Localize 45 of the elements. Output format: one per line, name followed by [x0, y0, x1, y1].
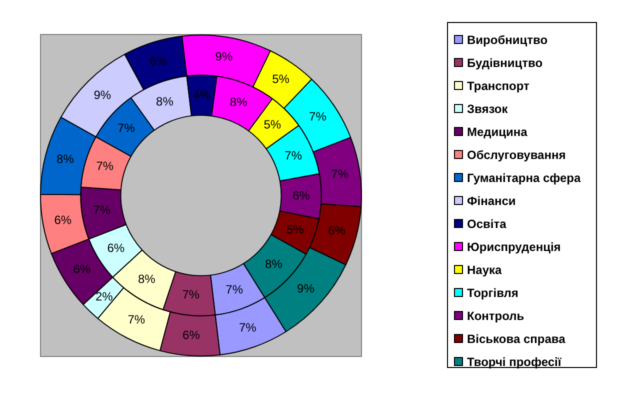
legend-label: Обслуговування: [467, 148, 566, 162]
data-label: 7%: [128, 312, 146, 326]
data-label: 9%: [94, 88, 112, 102]
legend-label: Освіта: [467, 216, 506, 230]
legend-label: Звязок: [467, 102, 508, 116]
data-label: 6%: [150, 54, 168, 68]
data-label: 9%: [215, 49, 233, 64]
legend-label: Транспорт: [467, 78, 530, 92]
data-label: 5%: [264, 117, 282, 132]
data-label: 8%: [264, 256, 283, 271]
data-label: 7%: [182, 288, 200, 302]
data-label: 7%: [309, 110, 327, 124]
data-label: 6%: [292, 188, 310, 203]
legend-label: Контроль: [467, 308, 524, 322]
legend-label: Медицина: [467, 124, 528, 138]
data-label: 9%: [297, 281, 315, 296]
data-label: 8%: [156, 94, 174, 108]
data-label: 6%: [182, 328, 200, 342]
data-label: 8%: [230, 94, 248, 109]
data-label: 7%: [96, 159, 114, 174]
legend-label: Віськова справа: [467, 332, 566, 346]
data-label: 2%: [95, 290, 114, 304]
data-label: 6%: [107, 240, 125, 255]
legend-label: Наука: [467, 262, 502, 276]
data-label: 8%: [138, 272, 156, 286]
data-label: 4%: [193, 88, 211, 102]
legend-label: Юриспруденція: [467, 240, 561, 254]
data-label: 8%: [56, 152, 74, 166]
legend-label: Творчі професії: [467, 354, 562, 368]
legend-label: Гуманітарна сфера: [467, 170, 581, 184]
data-label: 6%: [73, 262, 91, 276]
data-label: 7%: [284, 148, 302, 163]
legend-label: Фінанси: [467, 194, 516, 208]
data-label: 6%: [54, 213, 72, 228]
data-label: 7%: [93, 202, 111, 217]
data-label: 7%: [226, 282, 244, 296]
legend-label: Виробництво: [467, 32, 548, 46]
data-label: 7%: [238, 320, 257, 334]
legend-label: Будівництво: [467, 56, 543, 70]
data-label: 5%: [272, 72, 290, 86]
legend-label: Торгівля: [467, 286, 518, 300]
data-label: 5%: [286, 222, 304, 236]
data-label: 7%: [331, 166, 349, 181]
data-label: 6%: [328, 224, 346, 238]
data-label: 7%: [118, 120, 136, 135]
